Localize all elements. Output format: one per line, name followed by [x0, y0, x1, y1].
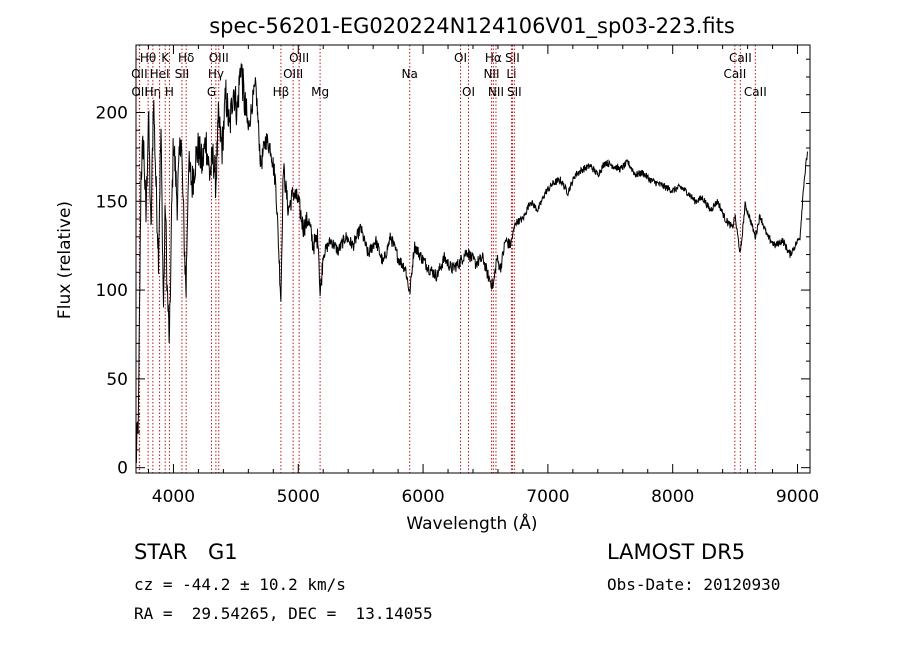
line-label-25: CaII	[729, 51, 752, 65]
spectrum-series	[135, 63, 808, 464]
x-tick-label-3: 7000	[526, 487, 569, 507]
x-axis: 4000 5000 6000 7000 8000 9000	[147, 45, 819, 507]
line-label-10: Hγ	[208, 67, 224, 81]
line-label-27: CaII	[744, 85, 767, 99]
line-label-19: Hα	[485, 51, 502, 65]
y-axis-label: Flux (relative)	[55, 201, 75, 319]
line-label-22: Li	[506, 67, 516, 81]
line-label-4: K	[161, 51, 170, 65]
line-label-11: G	[207, 85, 216, 99]
line-label-0: Hθ	[140, 51, 156, 65]
line-label-7: Hδ	[178, 51, 194, 65]
line-label-2: OII	[131, 85, 148, 99]
line-label-20: SII	[505, 51, 520, 65]
spectrum-line	[135, 63, 808, 464]
line-label-21: NII	[483, 67, 499, 81]
observation-date: Obs-Date: 20120930	[607, 575, 781, 594]
survey-name: LAMOST DR5	[607, 540, 746, 564]
line-label-6: H	[165, 85, 174, 99]
y-tick-label-2: 100	[96, 281, 128, 301]
line-label-17: OI	[454, 51, 467, 65]
line-label-8: SII	[175, 67, 190, 81]
object-subclass: G1	[208, 540, 238, 564]
y-tick-label-3: 150	[96, 192, 128, 212]
line-label-26: CaII	[723, 67, 746, 81]
x-tick-label-2: 6000	[401, 487, 444, 507]
x-tick-label-5: 9000	[776, 487, 819, 507]
x-tick-label-4: 8000	[651, 487, 694, 507]
line-label-9: OIII	[209, 51, 229, 65]
y-tick-label-4: 200	[96, 103, 128, 123]
object-type: STAR	[134, 540, 188, 564]
line-label-12: OIII	[289, 51, 309, 65]
line-label-16: Na	[402, 67, 418, 81]
line-label-18: OI	[462, 85, 475, 99]
line-label-5: HeI	[150, 67, 170, 81]
x-tick-label-0: 4000	[152, 487, 195, 507]
redshift-velocity: cz = -44.2 ± 10.2 km/s	[134, 575, 346, 594]
x-tick-label-1: 5000	[277, 487, 320, 507]
line-label-15: Mg	[311, 85, 329, 99]
chart-title: spec-56201-EG020224N124106V01_sp03-223.f…	[209, 14, 735, 39]
line-label-13: OIII	[283, 67, 303, 81]
y-axis: 0 50 100 150 200	[96, 58, 810, 479]
y-tick-label-1: 50	[106, 370, 128, 390]
line-label-23: NII	[488, 85, 504, 99]
coordinates: RA = 29.54265, DEC = 13.14055	[134, 604, 433, 623]
x-axis-label: Wavelength (Å)	[406, 512, 537, 534]
y-tick-label-0: 0	[117, 459, 128, 479]
line-label-3: Hη	[145, 85, 162, 99]
line-label-24: SII	[507, 85, 522, 99]
line-label-14: Hβ	[273, 85, 290, 99]
